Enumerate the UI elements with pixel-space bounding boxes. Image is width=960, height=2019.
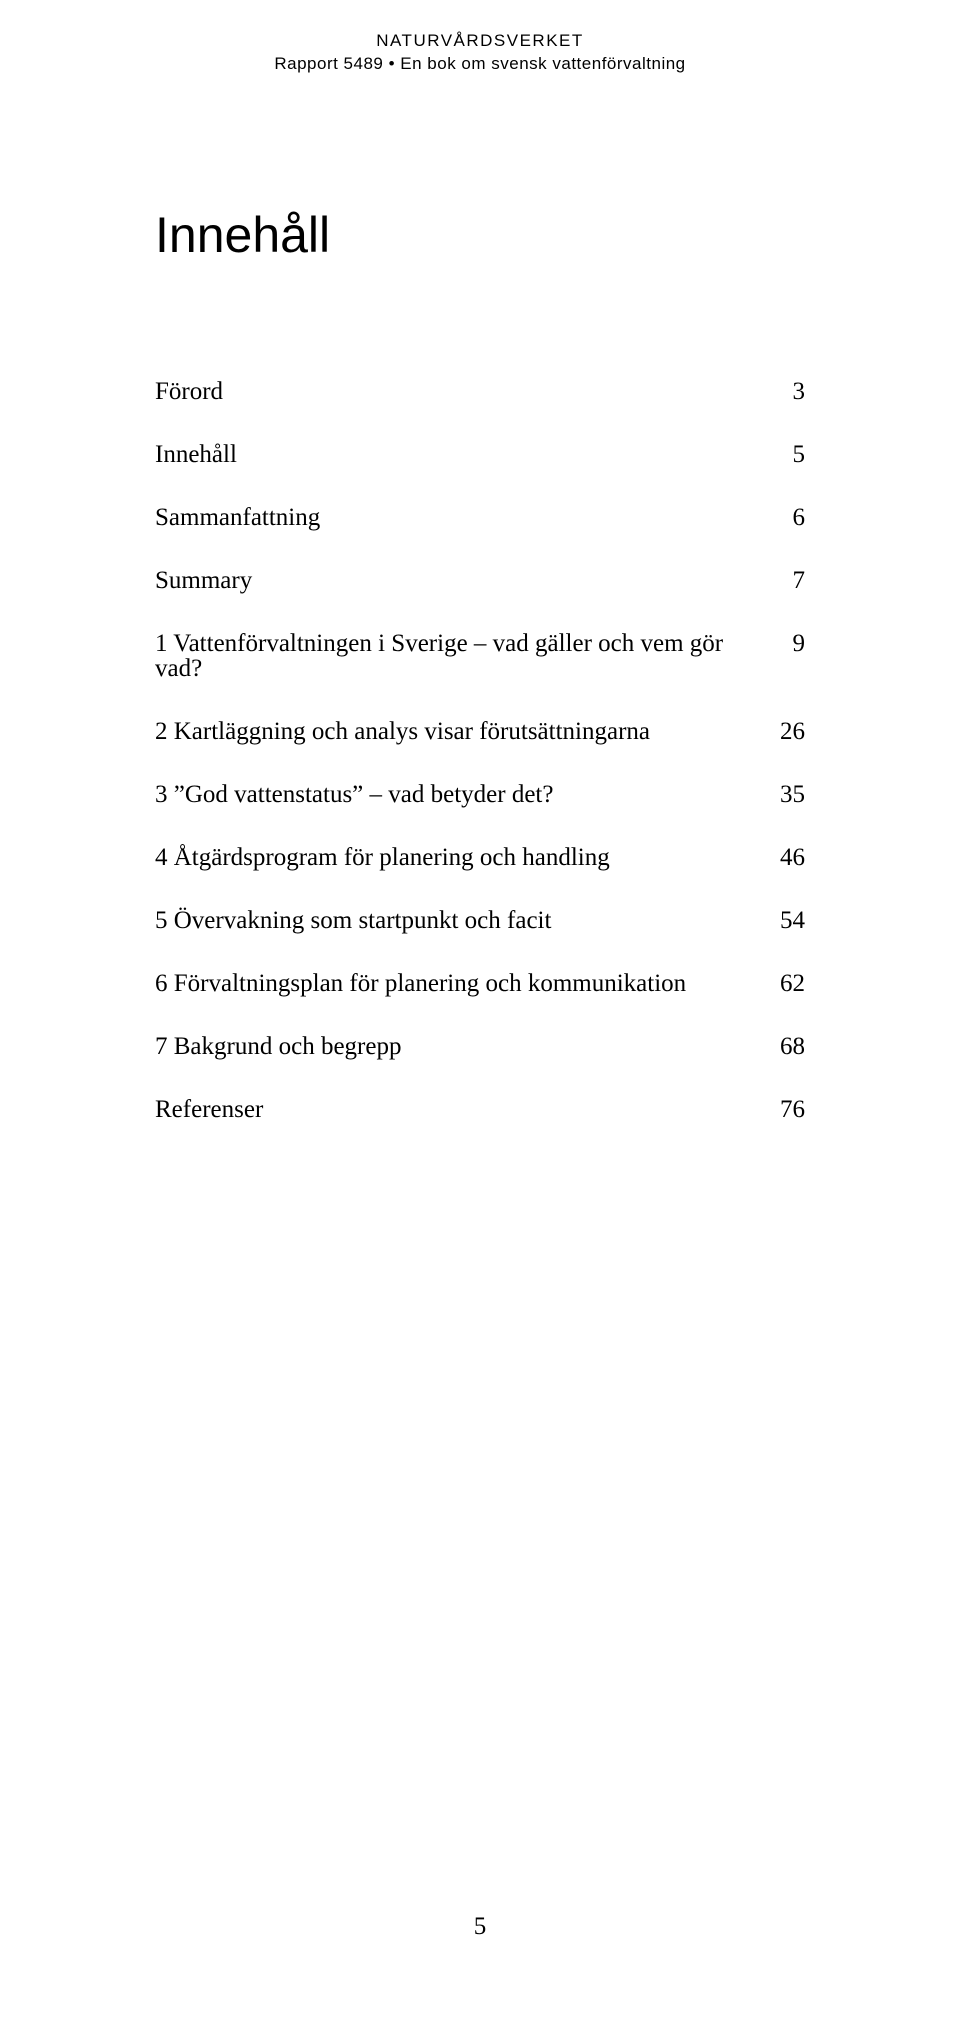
toc-page-number: 9 — [793, 631, 806, 656]
toc-label: 5 Övervakning som startpunkt och facit — [155, 908, 780, 933]
header-org: NATURVÅRDSVERKET — [155, 30, 805, 53]
toc-page-number: 35 — [780, 782, 805, 807]
toc-page-number: 5 — [793, 442, 806, 467]
toc-label: 7 Bakgrund och begrepp — [155, 1034, 780, 1059]
toc-label: 1 Vattenförvaltningen i Sverige – vad gä… — [155, 631, 793, 681]
toc-entry: 3 ”God vattenstatus” – vad betyder det? … — [155, 782, 805, 807]
toc-entry: Summary 7 — [155, 568, 805, 593]
page-container: NATURVÅRDSVERKET Rapport 5489 • En bok o… — [0, 0, 960, 2019]
toc-label: Innehåll — [155, 442, 793, 467]
toc-label: 3 ”God vattenstatus” – vad betyder det? — [155, 782, 780, 807]
running-header: NATURVÅRDSVERKET Rapport 5489 • En bok o… — [155, 30, 805, 76]
toc-page-number: 7 — [793, 568, 806, 593]
toc-page-number: 76 — [780, 1097, 805, 1122]
toc-label: 2 Kartläggning och analys visar förutsät… — [155, 719, 780, 744]
toc-entry: 7 Bakgrund och begrepp 68 — [155, 1034, 805, 1059]
toc-entry: Innehåll 5 — [155, 442, 805, 467]
toc-page-number: 6 — [793, 505, 806, 530]
page-footer-number: 5 — [0, 1913, 960, 1941]
toc-entry: 5 Övervakning som startpunkt och facit 5… — [155, 908, 805, 933]
toc-entry: 2 Kartläggning och analys visar förutsät… — [155, 719, 805, 744]
toc-entry: 6 Förvaltningsplan för planering och kom… — [155, 971, 805, 996]
toc-entry: 1 Vattenförvaltningen i Sverige – vad gä… — [155, 631, 805, 681]
toc-page-number: 54 — [780, 908, 805, 933]
toc-label: Förord — [155, 379, 793, 404]
toc-entry: Förord 3 — [155, 379, 805, 404]
toc-entry: 4 Åtgärdsprogram för planering och handl… — [155, 845, 805, 870]
header-report: Rapport 5489 • En bok om svensk vattenfö… — [155, 53, 805, 76]
toc-page-number: 46 — [780, 845, 805, 870]
toc-label: Summary — [155, 568, 793, 593]
toc-page-number: 3 — [793, 379, 806, 404]
toc-entry: Referenser 76 — [155, 1097, 805, 1122]
table-of-contents: Förord 3 Innehåll 5 Sammanfattning 6 Sum… — [155, 379, 805, 1122]
toc-page-number: 62 — [780, 971, 805, 996]
toc-label: Referenser — [155, 1097, 780, 1122]
toc-label: 4 Åtgärdsprogram för planering och handl… — [155, 845, 780, 870]
toc-page-number: 26 — [780, 719, 805, 744]
toc-page-number: 68 — [780, 1034, 805, 1059]
toc-entry: Sammanfattning 6 — [155, 505, 805, 530]
toc-label: Sammanfattning — [155, 505, 793, 530]
toc-label: 6 Förvaltningsplan för planering och kom… — [155, 971, 780, 996]
page-title: Innehåll — [155, 206, 805, 264]
